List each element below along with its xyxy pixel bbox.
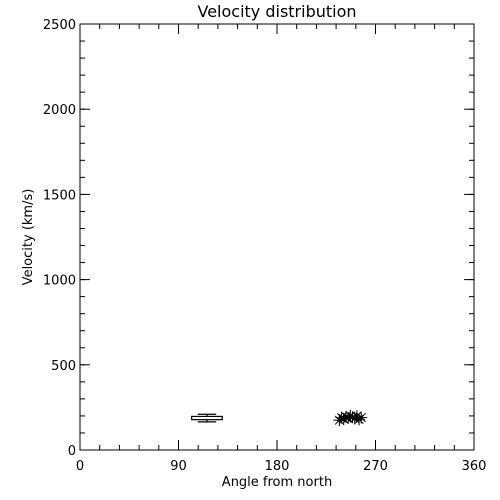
x-tick-label: 180 (265, 459, 290, 474)
x-tick-label: 360 (462, 459, 487, 474)
x-tick-label: 270 (363, 459, 388, 474)
box-body (191, 415, 223, 421)
x-tick-label: 90 (170, 459, 187, 474)
x-axis-ticks (79, 24, 475, 450)
x-axis-label: Angle from north (222, 475, 332, 490)
y-tick-label: 1500 (43, 188, 76, 203)
y-tick-label: 500 (51, 359, 76, 374)
box-plot-group (191, 413, 223, 423)
plot-border (79, 23, 475, 451)
y-axis-ticks (80, 23, 474, 451)
plot-frame (79, 23, 475, 451)
x-axis-tick-labels: 0 90 180 270 360 (76, 459, 487, 474)
y-tick-label: 0 (68, 444, 76, 459)
y-tick-label: 2500 (43, 18, 76, 33)
chart-title: Velocity distribution (197, 2, 356, 21)
y-axis-label: Velocity (km/s) (21, 189, 36, 286)
scatter-points (333, 409, 368, 427)
y-axis-tick-labels: 0 500 1000 1500 2000 2500 (43, 18, 76, 459)
data-point (355, 411, 368, 424)
y-tick-label: 2000 (43, 103, 76, 118)
data-point-stroke (356, 413, 366, 423)
y-tick-label: 1000 (43, 274, 76, 289)
x-tick-label: 0 (76, 459, 84, 474)
